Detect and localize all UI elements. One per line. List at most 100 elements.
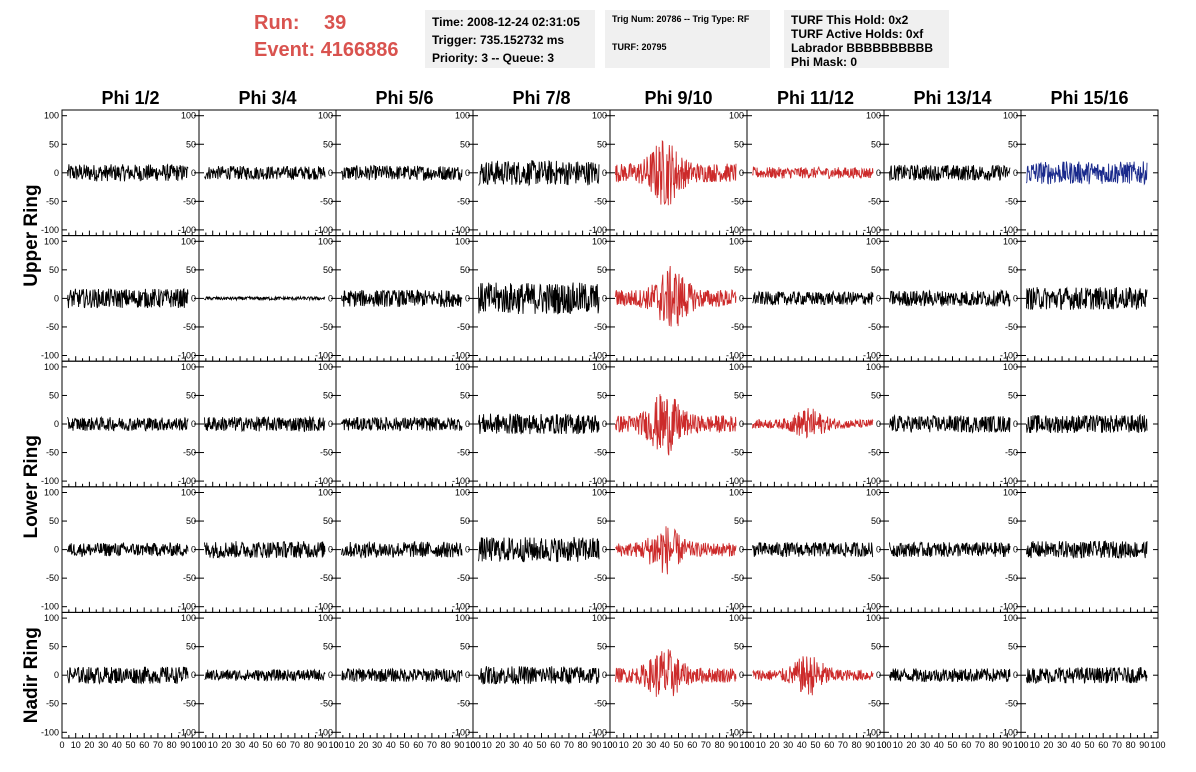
y-tick-label: 50	[871, 642, 881, 652]
y-tick-label: -100	[315, 350, 333, 360]
x-tick-label: 20	[84, 740, 94, 750]
y-tick-label: 100	[181, 111, 196, 121]
x-tick-label: 80	[989, 740, 999, 750]
y-tick-label: 50	[49, 516, 59, 526]
y-tick-label: -50	[868, 573, 881, 583]
x-tick-label: 80	[167, 740, 177, 750]
y-tick-label: 50	[460, 516, 470, 526]
run-line: Run: 39	[254, 10, 399, 37]
y-tick-label: -50	[183, 196, 196, 206]
y-tick-label: -50	[1005, 699, 1018, 709]
y-tick-label: 100	[44, 488, 59, 498]
y-tick-label: 100	[318, 236, 333, 246]
y-tick-label: -50	[183, 448, 196, 458]
waveform-r1-c6	[752, 165, 874, 180]
x-tick-label: 80	[715, 740, 725, 750]
waveform-r5-c3	[341, 667, 463, 683]
y-tick-label: 50	[49, 265, 59, 275]
y-tick-label: -100	[863, 727, 881, 737]
x-tick-label: 0	[744, 740, 749, 750]
y-tick-label: 100	[729, 111, 744, 121]
waveform-r3-c8	[1026, 413, 1148, 434]
y-tick-label: 100	[866, 488, 881, 498]
waveform-r2-c3	[341, 289, 463, 309]
waveform-r5-c4	[478, 666, 600, 685]
x-tick-label: 100	[191, 740, 206, 750]
x-tick-label: 10	[482, 740, 492, 750]
y-tick-label: -50	[1005, 573, 1018, 583]
waveform-r4-c5	[615, 526, 737, 575]
turf-this-hold-text: TURF This Hold: 0x2	[791, 13, 909, 27]
y-tick-label: 50	[49, 390, 59, 400]
y-tick-label: 50	[734, 265, 744, 275]
y-tick-label: 100	[1003, 111, 1018, 121]
trig-num-text: Trig Num: 20786 -- Trig Type: RF	[612, 14, 750, 24]
y-tick-label: -50	[731, 573, 744, 583]
y-tick-label: -100	[178, 602, 196, 612]
y-tick-label: 0	[1013, 670, 1018, 680]
y-tick-label: -50	[183, 573, 196, 583]
waveform-r5-c2	[204, 668, 326, 682]
y-tick-label: 100	[866, 362, 881, 372]
y-tick-label: 0	[1013, 293, 1018, 303]
x-tick-label: 50	[673, 740, 683, 750]
y-tick-label: 50	[49, 139, 59, 149]
x-tick-label: 80	[852, 740, 862, 750]
trig-num-info: Trig Num: 20786 -- Trig Type: RF TURF: 2…	[605, 10, 770, 68]
y-tick-label: 0	[54, 545, 59, 555]
y-tick-label: -50	[1005, 196, 1018, 206]
x-tick-label: 10	[1030, 740, 1040, 750]
y-tick-label: 50	[186, 516, 196, 526]
y-tick-label: -50	[594, 448, 607, 458]
y-tick-label: 100	[181, 362, 196, 372]
x-tick-label: 50	[125, 740, 135, 750]
y-tick-label: 100	[318, 488, 333, 498]
y-tick-label: 0	[739, 168, 744, 178]
y-tick-label: -100	[41, 350, 59, 360]
y-tick-label: -50	[594, 573, 607, 583]
time-trigger-info: Time: 2008-12-24 02:31:05 Trigger: 735.1…	[425, 10, 595, 68]
y-tick-label: -50	[457, 448, 470, 458]
y-tick-label: 50	[597, 265, 607, 275]
y-tick-label: 100	[318, 111, 333, 121]
y-tick-label: -50	[594, 322, 607, 332]
y-tick-label: 50	[323, 516, 333, 526]
x-tick-label: 100	[1150, 740, 1165, 750]
x-tick-label: 20	[221, 740, 231, 750]
y-tick-label: 100	[44, 236, 59, 246]
y-tick-label: 100	[592, 111, 607, 121]
x-tick-label: 60	[139, 740, 149, 750]
x-tick-label: 0	[196, 740, 201, 750]
run-value: 39	[324, 12, 347, 34]
y-tick-label: -50	[731, 322, 744, 332]
y-tick-label: 50	[871, 139, 881, 149]
waveform-r4-c3	[341, 540, 463, 559]
y-tick-label: -100	[452, 350, 470, 360]
x-tick-label: 10	[71, 740, 81, 750]
y-tick-label: 100	[592, 488, 607, 498]
y-tick-label: 50	[597, 139, 607, 149]
y-tick-label: 0	[465, 419, 470, 429]
y-tick-label: 0	[328, 670, 333, 680]
y-tick-label: -50	[320, 196, 333, 206]
y-tick-label: -100	[863, 476, 881, 486]
waveform-r1-c7	[889, 164, 1011, 181]
waveform-r3-c4	[478, 413, 600, 435]
y-tick-label: -100	[452, 476, 470, 486]
y-tick-label: -100	[315, 727, 333, 737]
x-tick-label: 50	[1084, 740, 1094, 750]
y-tick-label: 50	[734, 139, 744, 149]
y-tick-label: 100	[318, 613, 333, 623]
y-tick-label: 50	[186, 265, 196, 275]
event-value: 4166886	[320, 39, 399, 61]
waveform-r4-c6	[752, 541, 874, 558]
y-tick-label: -50	[320, 699, 333, 709]
event-label: Event:	[254, 39, 316, 61]
x-tick-label: 0	[881, 740, 886, 750]
y-tick-label: 50	[186, 390, 196, 400]
x-tick-label: 90	[1139, 740, 1149, 750]
y-tick-label: 0	[876, 168, 881, 178]
y-tick-label: 0	[602, 545, 607, 555]
waveform-r4-c4	[478, 536, 600, 563]
y-tick-label: 100	[866, 613, 881, 623]
